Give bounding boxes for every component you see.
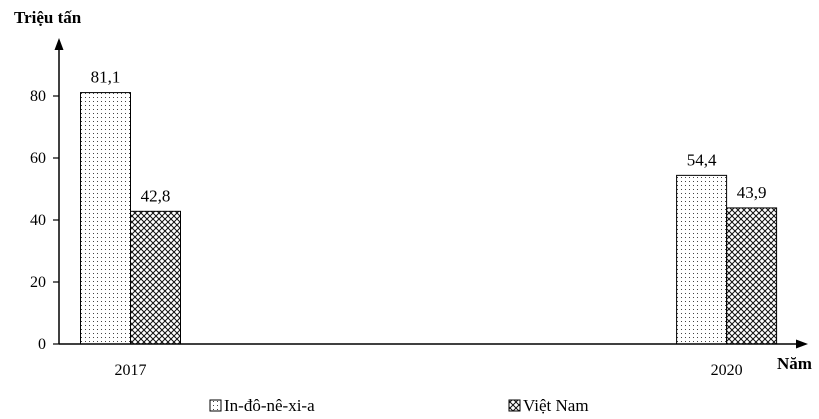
legend-swatch-series-1 — [209, 399, 222, 412]
y-tick-label: 20 — [30, 274, 46, 291]
x-axis-arrow — [796, 339, 808, 349]
x-tick-label-2017: 2017 — [115, 362, 147, 379]
y-tick-label: 40 — [30, 212, 46, 229]
y-axis-title: Triệu tấn — [14, 8, 82, 27]
bar-series-1-2020 — [676, 174, 728, 345]
x-axis-title: Năm — [777, 354, 812, 373]
legend-label-series-2: Việt Nam — [523, 396, 589, 415]
legend-swatch-series-2 — [508, 399, 521, 412]
data-labels: 81,142,854,443,957,443,5 — [91, 68, 767, 206]
bars — [80, 92, 778, 345]
y-tick-label: 80 — [30, 88, 46, 105]
legend-label-series-1: In-đô-nê-xi-a — [224, 396, 315, 415]
x-axis-tick-labels: 201720202021 — [115, 362, 743, 379]
data-label-series-1-2017: 81,1 — [91, 68, 121, 87]
bar-series-1-2017 — [80, 92, 131, 345]
y-axis-ticks: 0 20 40 60 80 — [30, 88, 59, 353]
y-tick-label: 0 — [38, 336, 46, 353]
bar-series-2-2020 — [726, 207, 778, 345]
bar-series-2-2017 — [130, 210, 181, 345]
data-label-series-2-2017: 42,8 — [141, 186, 171, 205]
legend: In-đô-nê-xi-a Việt Nam — [209, 396, 589, 415]
x-tick-label-2020: 2020 — [711, 362, 743, 379]
data-label-series-2-2020: 43,9 — [737, 183, 767, 202]
y-tick-label: 60 — [30, 150, 46, 167]
y-axis-arrow — [54, 38, 64, 50]
data-label-series-1-2020: 54,4 — [687, 150, 717, 169]
